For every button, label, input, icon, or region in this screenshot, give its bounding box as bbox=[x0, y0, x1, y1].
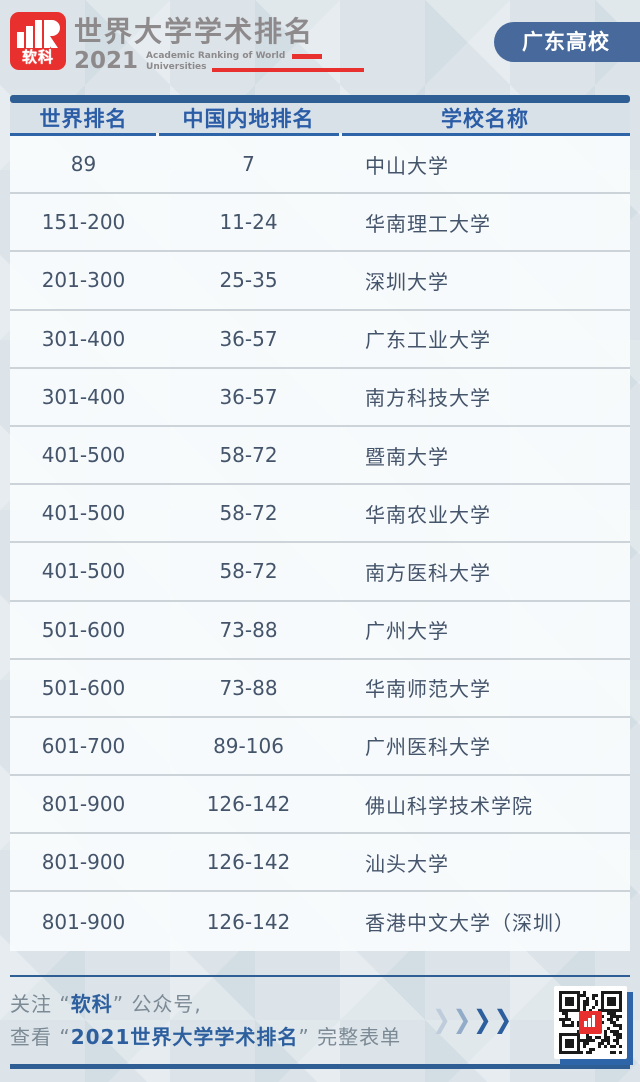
world-rank-cell: 801-900 bbox=[41, 792, 126, 817]
table-row: 301-400 36-57 广东工业大学 bbox=[10, 310, 630, 369]
world-rank-cell: 151-200 bbox=[41, 210, 126, 235]
brand-subtitle-line2: Universities bbox=[146, 62, 207, 73]
table-row: 501-600 73-88 广州大学 bbox=[10, 601, 630, 660]
china-rank-cell: 11-24 bbox=[219, 210, 278, 235]
column-header-china-rank: 中国内地排名 bbox=[182, 107, 315, 131]
region-badge: 广东高校 bbox=[494, 22, 640, 62]
chevron-arrows-icon: ❯ ❯ ❯ ❯ bbox=[430, 1006, 512, 1035]
table-row: 401-500 58-72 华南农业大学 bbox=[10, 485, 630, 544]
footer-line-1: 关注 “软科” 公众号, bbox=[10, 988, 630, 1021]
china-rank-cell: 36-57 bbox=[219, 326, 278, 351]
school-name-cell: 广州医科大学 bbox=[365, 735, 491, 760]
school-name-cell: 广州大学 bbox=[365, 619, 449, 644]
footer-line2-highlight: 2021世界大学学术排名 bbox=[70, 1025, 299, 1049]
school-name-cell: 华南农业大学 bbox=[365, 502, 491, 527]
school-name-cell: 广东工业大学 bbox=[365, 328, 491, 353]
page-header: 软科 世界大学学术排名 2021 Academic Ranking of Wor… bbox=[0, 0, 640, 95]
world-rank-cell: 501-600 bbox=[41, 617, 126, 642]
school-name-cell: 中山大学 bbox=[365, 153, 449, 178]
logo-label: 软科 bbox=[21, 48, 54, 66]
school-name-cell: 暨南大学 bbox=[365, 444, 449, 469]
ranking-table-card: 世界排名 中国内地排名 学校名称 89 7 中山大学 151-200 11-24… bbox=[10, 95, 630, 951]
school-name-cell: 汕头大学 bbox=[365, 851, 449, 876]
table-row: 801-900 126-142 香港中文大学（深圳） bbox=[10, 892, 630, 951]
qr-code-block bbox=[554, 986, 633, 1065]
school-name-cell: 南方医科大学 bbox=[365, 560, 491, 585]
table-body: 89 7 中山大学 151-200 11-24 华南理工大学 201-300 2… bbox=[10, 136, 630, 951]
school-name-cell: 南方科技大学 bbox=[365, 386, 491, 411]
column-divider-notch bbox=[156, 133, 159, 136]
table-row: 401-500 58-72 暨南大学 bbox=[10, 426, 630, 486]
qr-code bbox=[554, 986, 627, 1059]
table-row: 89 7 中山大学 bbox=[10, 136, 630, 195]
world-rank-cell: 601-700 bbox=[41, 733, 126, 758]
page-title: 世界大学学术排名 bbox=[74, 15, 315, 48]
footer-line1-suffix: ” 公众号, bbox=[112, 992, 202, 1016]
chevron-icon: ❯ bbox=[473, 1006, 492, 1035]
china-rank-cell: 25-35 bbox=[219, 268, 278, 293]
china-rank-cell: 89-106 bbox=[213, 733, 284, 758]
table-row: 501-600 73-88 华南师范大学 bbox=[10, 659, 630, 718]
brand-block: 世界大学学术排名 2021 Academic Ranking of World … bbox=[74, 15, 364, 75]
red-dash-decoration bbox=[292, 54, 323, 60]
world-rank-cell: 401-500 bbox=[41, 559, 126, 584]
footer-text-block: 关注 “软科” 公众号, 查看 “2021世界大学学术排名” 完整表单 bbox=[10, 977, 630, 1054]
table-row: 301-400 36-57 南方科技大学 bbox=[10, 368, 630, 427]
table-row: 401-500 58-72 南方医科大学 bbox=[10, 543, 630, 602]
column-header-world-rank: 世界排名 bbox=[39, 107, 128, 131]
table-row: 201-300 25-35 深圳大学 bbox=[10, 252, 630, 311]
table-row: 801-900 126-142 汕头大学 bbox=[10, 834, 630, 893]
world-rank-cell: 301-400 bbox=[41, 384, 126, 409]
shanghairanking-logo: 软科 bbox=[10, 12, 66, 70]
qr-code-icon bbox=[559, 991, 622, 1054]
column-divider-notch bbox=[339, 133, 342, 136]
table-header-row: 世界排名 中国内地排名 学校名称 bbox=[10, 103, 630, 136]
footer-line-2: 查看 “2021世界大学学术排名” 完整表单 bbox=[10, 1021, 630, 1054]
world-rank-cell: 401-500 bbox=[41, 443, 126, 468]
world-rank-cell: 401-500 bbox=[41, 501, 126, 526]
china-rank-cell: 58-72 bbox=[219, 443, 278, 468]
world-rank-cell: 89 bbox=[70, 152, 97, 177]
table-row: 601-700 89-106 广州医科大学 bbox=[10, 717, 630, 777]
table-top-bar bbox=[10, 95, 630, 103]
table-row: 801-900 126-142 佛山科学技术学院 bbox=[10, 776, 630, 835]
world-rank-cell: 501-600 bbox=[41, 675, 126, 700]
chevron-icon: ❯ bbox=[432, 1006, 451, 1035]
brand-subtitle-line1: Academic Ranking of World bbox=[146, 51, 286, 62]
world-rank-cell: 801-900 bbox=[41, 850, 126, 875]
table-row: 151-200 11-24 华南理工大学 bbox=[10, 194, 630, 253]
school-name-cell: 华南师范大学 bbox=[365, 677, 491, 702]
china-rank-cell: 73-88 bbox=[219, 617, 278, 642]
footer-line2-prefix: 查看 “ bbox=[10, 1025, 71, 1049]
school-name-cell: 华南理工大学 bbox=[365, 211, 491, 236]
column-header-school-name: 学校名称 bbox=[441, 107, 529, 131]
bar-chart-logo-icon bbox=[17, 20, 60, 48]
china-rank-cell: 126-142 bbox=[206, 792, 291, 817]
china-rank-cell: 58-72 bbox=[219, 559, 278, 584]
school-name-cell: 香港中文大学（深圳） bbox=[365, 911, 575, 936]
china-rank-cell: 126-142 bbox=[206, 850, 291, 875]
footer-line1-highlight: 软科 bbox=[70, 992, 113, 1016]
china-rank-cell: 58-72 bbox=[219, 501, 278, 526]
china-rank-cell: 36-57 bbox=[219, 384, 278, 409]
china-rank-cell: 126-142 bbox=[206, 909, 291, 934]
footer-line2-suffix: ” 完整表单 bbox=[298, 1025, 402, 1049]
chevron-icon: ❯ bbox=[452, 1006, 472, 1035]
chevron-icon: ❯ bbox=[493, 1006, 512, 1035]
brand-year: 2021 bbox=[74, 48, 139, 75]
china-rank-cell: 73-88 bbox=[219, 675, 278, 700]
china-rank-cell: 7 bbox=[242, 152, 255, 177]
world-rank-cell: 301-400 bbox=[41, 326, 126, 351]
world-rank-cell: 801-900 bbox=[41, 909, 126, 934]
red-underline-decoration bbox=[211, 68, 364, 73]
world-rank-cell: 201-300 bbox=[41, 268, 126, 293]
school-name-cell: 深圳大学 bbox=[365, 269, 449, 294]
school-name-cell: 佛山科学技术学院 bbox=[365, 793, 533, 818]
footer-line1-prefix: 关注 “ bbox=[10, 992, 71, 1016]
page-footer: 关注 “软科” 公众号, 查看 “2021世界大学学术排名” 完整表单 ❯ ❯ … bbox=[10, 975, 633, 1069]
